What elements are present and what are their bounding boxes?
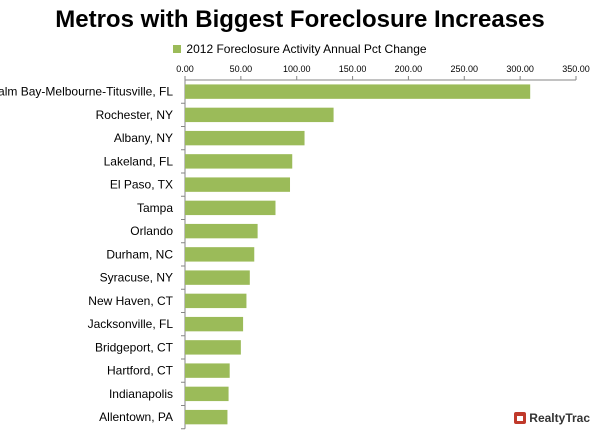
x-tick-label: 350.00 — [562, 64, 590, 74]
chart-title: Metros with Biggest Foreclosure Increase… — [55, 6, 545, 33]
x-tick-label: 100.00 — [283, 64, 311, 74]
category-label: Orlando — [130, 224, 173, 238]
bar — [185, 340, 241, 355]
category-label: Albany, NY — [114, 131, 173, 145]
bar — [185, 409, 228, 425]
category-label: Tampa — [137, 201, 173, 215]
category-label: Durham, NC — [106, 247, 173, 261]
category-label: Palm Bay-Melbourne-Titusville, FL — [0, 85, 173, 99]
category-label: Rochester, NY — [96, 108, 173, 122]
x-tick-label: 50.00 — [230, 64, 253, 74]
bar — [185, 270, 250, 285]
x-tick-label: 300.00 — [506, 64, 534, 74]
bar — [185, 200, 276, 216]
bar — [185, 293, 247, 309]
bar — [185, 386, 229, 402]
category-label: Syracuse, NY — [100, 271, 173, 285]
category-label: Allentown, PA — [99, 410, 173, 424]
category-label: Hartford, CT — [107, 364, 174, 378]
category-label: El Paso, TX — [110, 178, 173, 192]
legend-swatch — [173, 45, 182, 53]
bar — [185, 107, 334, 123]
legend: 2012 Foreclosure Activity Annual Pct Cha… — [0, 42, 600, 56]
category-label: Indianapolis — [109, 387, 173, 401]
bar — [185, 316, 244, 332]
x-tick-label: 0.00 — [176, 64, 194, 74]
category-label: Lakeland, FL — [104, 154, 174, 168]
house-icon — [514, 412, 527, 424]
x-tick-label: 250.00 — [451, 64, 479, 74]
bar — [185, 84, 531, 99]
legend-label: 2012 Foreclosure Activity Annual Pct Cha… — [186, 42, 427, 56]
bar — [185, 223, 258, 239]
bar — [185, 154, 293, 169]
category-label: Bridgeport, CT — [95, 340, 174, 354]
bar — [185, 363, 230, 378]
brand-name: RealtyTrac — [529, 411, 590, 425]
bar — [185, 247, 255, 262]
realtytrac-logo: RealtyTrac — [514, 411, 590, 425]
bar — [185, 130, 305, 146]
bar — [185, 177, 291, 192]
category-label: Jacksonville, FL — [88, 317, 174, 331]
category-label: New Haven, CT — [88, 294, 173, 308]
x-tick-label: 150.00 — [339, 64, 367, 74]
x-tick-label: 200.00 — [395, 64, 423, 74]
